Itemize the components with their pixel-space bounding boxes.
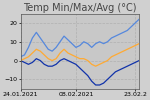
Title: Temp Min/Max/Avg (°C): Temp Min/Max/Avg (°C)	[23, 3, 137, 13]
